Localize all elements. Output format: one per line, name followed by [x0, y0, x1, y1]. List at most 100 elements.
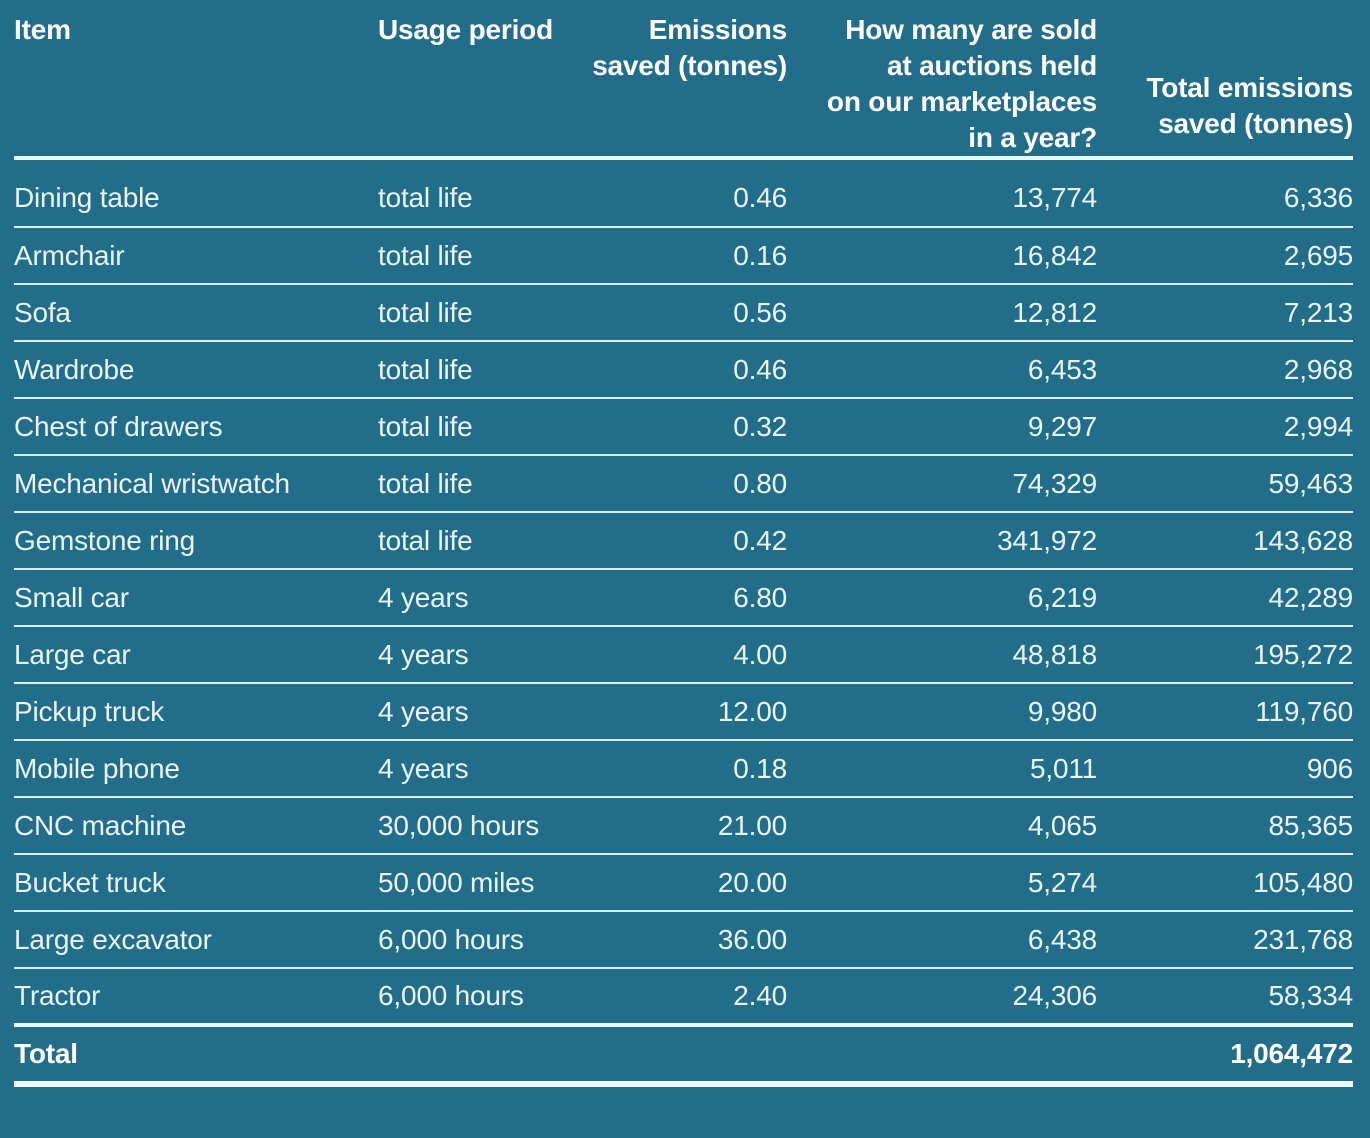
cell-total-saved: 42,289 [1097, 569, 1353, 627]
cell-emissions-saved: 0.42 [573, 512, 787, 570]
cell-sold-per-year: 5,011 [787, 740, 1097, 798]
empty-cell [573, 1025, 787, 1087]
cell-item: Pickup truck [14, 683, 378, 741]
cell-sold-per-year: 74,329 [787, 455, 1097, 513]
cell-item: Armchair [14, 227, 378, 285]
table-header: Item Usage period Emissions saved (tonne… [14, 0, 1353, 160]
cell-total-saved: 58,334 [1097, 968, 1353, 1027]
table-footer: Total 1,064,472 [14, 1025, 1353, 1087]
cell-sold-per-year: 5,274 [787, 854, 1097, 912]
cell-emissions-saved: 0.56 [573, 284, 787, 342]
cell-emissions-saved: 36.00 [573, 911, 787, 969]
cell-total-saved: 105,480 [1097, 854, 1353, 912]
cell-total-saved: 2,994 [1097, 398, 1353, 456]
cell-item: Dining table [14, 158, 378, 228]
total-row: Total 1,064,472 [14, 1025, 1353, 1087]
cell-sold-per-year: 9,297 [787, 398, 1097, 456]
cell-sold-per-year: 6,438 [787, 911, 1097, 969]
cell-usage-period: total life [378, 398, 573, 456]
total-value: 1,064,472 [1097, 1025, 1353, 1087]
cell-sold-per-year: 6,453 [787, 341, 1097, 399]
table-row: Mechanical wristwatch total life 0.80 74… [14, 455, 1353, 513]
cell-sold-per-year: 12,812 [787, 284, 1097, 342]
cell-usage-period: total life [378, 512, 573, 570]
cell-sold-per-year: 16,842 [787, 227, 1097, 285]
table-row: Chest of drawers total life 0.32 9,297 2… [14, 398, 1353, 456]
cell-item: Mobile phone [14, 740, 378, 798]
cell-sold-per-year: 9,980 [787, 683, 1097, 741]
cell-item: Large car [14, 626, 378, 684]
cell-emissions-saved: 6.80 [573, 569, 787, 627]
cell-total-saved: 85,365 [1097, 797, 1353, 855]
cell-usage-period: total life [378, 284, 573, 342]
cell-emissions-saved: 2.40 [573, 968, 787, 1027]
cell-usage-period: 4 years [378, 569, 573, 627]
cell-total-saved: 6,336 [1097, 158, 1353, 228]
column-header-usage-period: Usage period [378, 0, 573, 160]
cell-sold-per-year: 6,219 [787, 569, 1097, 627]
column-header-sold-per-year: How many are sold at auctions held on ou… [787, 0, 1097, 160]
emissions-table: Item Usage period Emissions saved (tonne… [14, 0, 1353, 1087]
table-row: Mobile phone 4 years 0.18 5,011 906 [14, 740, 1353, 798]
cell-usage-period: 30,000 hours [378, 797, 573, 855]
total-label: Total [14, 1025, 378, 1087]
cell-total-saved: 2,695 [1097, 227, 1353, 285]
cell-total-saved: 231,768 [1097, 911, 1353, 969]
cell-sold-per-year: 4,065 [787, 797, 1097, 855]
cell-usage-period: 4 years [378, 683, 573, 741]
column-header-item: Item [14, 0, 378, 160]
cell-emissions-saved: 0.18 [573, 740, 787, 798]
table-row: Pickup truck 4 years 12.00 9,980 119,760 [14, 683, 1353, 741]
cell-total-saved: 906 [1097, 740, 1353, 798]
table-row: Tractor 6,000 hours 2.40 24,306 58,334 [14, 968, 1353, 1027]
cell-emissions-saved: 0.46 [573, 158, 787, 228]
cell-usage-period: 6,000 hours [378, 911, 573, 969]
column-header-emissions-saved: Emissions saved (tonnes) [573, 0, 787, 160]
cell-sold-per-year: 24,306 [787, 968, 1097, 1027]
cell-usage-period: total life [378, 341, 573, 399]
cell-item: Bucket truck [14, 854, 378, 912]
table-row: Large car 4 years 4.00 48,818 195,272 [14, 626, 1353, 684]
cell-emissions-saved: 12.00 [573, 683, 787, 741]
table-row: Sofa total life 0.56 12,812 7,213 [14, 284, 1353, 342]
table-row: Armchair total life 0.16 16,842 2,695 [14, 227, 1353, 285]
table-row: Dining table total life 0.46 13,774 6,33… [14, 158, 1353, 228]
header-row: Item Usage period Emissions saved (tonne… [14, 0, 1353, 160]
cell-emissions-saved: 0.32 [573, 398, 787, 456]
cell-sold-per-year: 13,774 [787, 158, 1097, 228]
cell-total-saved: 143,628 [1097, 512, 1353, 570]
cell-item: Small car [14, 569, 378, 627]
emissions-table-container: Item Usage period Emissions saved (tonne… [14, 0, 1353, 1087]
cell-emissions-saved: 4.00 [573, 626, 787, 684]
cell-item: Chest of drawers [14, 398, 378, 456]
table-row: Wardrobe total life 0.46 6,453 2,968 [14, 341, 1353, 399]
table-row: Large excavator 6,000 hours 36.00 6,438 … [14, 911, 1353, 969]
cell-total-saved: 7,213 [1097, 284, 1353, 342]
table-row: Gemstone ring total life 0.42 341,972 14… [14, 512, 1353, 570]
table-body: Dining table total life 0.46 13,774 6,33… [14, 158, 1353, 1027]
column-header-total-saved: Total emissions saved (tonnes) [1097, 0, 1353, 160]
empty-cell [378, 1025, 573, 1087]
cell-usage-period: 6,000 hours [378, 968, 573, 1027]
empty-cell [787, 1025, 1097, 1087]
cell-item: Large excavator [14, 911, 378, 969]
cell-total-saved: 59,463 [1097, 455, 1353, 513]
cell-usage-period: 4 years [378, 626, 573, 684]
table-row: CNC machine 30,000 hours 21.00 4,065 85,… [14, 797, 1353, 855]
cell-item: Wardrobe [14, 341, 378, 399]
cell-total-saved: 2,968 [1097, 341, 1353, 399]
cell-emissions-saved: 0.16 [573, 227, 787, 285]
cell-item: Mechanical wristwatch [14, 455, 378, 513]
cell-emissions-saved: 20.00 [573, 854, 787, 912]
cell-total-saved: 195,272 [1097, 626, 1353, 684]
cell-usage-period: total life [378, 158, 573, 228]
cell-sold-per-year: 48,818 [787, 626, 1097, 684]
cell-sold-per-year: 341,972 [787, 512, 1097, 570]
cell-item: CNC machine [14, 797, 378, 855]
cell-item: Gemstone ring [14, 512, 378, 570]
cell-item: Tractor [14, 968, 378, 1027]
cell-emissions-saved: 0.80 [573, 455, 787, 513]
table-row: Bucket truck 50,000 miles 20.00 5,274 10… [14, 854, 1353, 912]
cell-item: Sofa [14, 284, 378, 342]
cell-usage-period: total life [378, 227, 573, 285]
